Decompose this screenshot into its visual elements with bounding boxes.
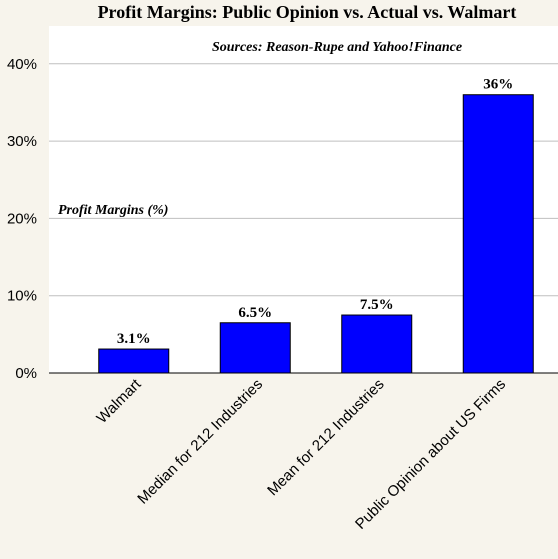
data-label: 6.5% bbox=[238, 305, 272, 321]
chart-subtitle: Sources: Reason-Rupe and Yahoo!Finance bbox=[212, 40, 462, 55]
bars bbox=[98, 94, 534, 374]
x-category-label: Median for 212 Industries bbox=[134, 376, 266, 508]
y-tick-label: 20% bbox=[7, 210, 37, 227]
y-tick-label: 30% bbox=[7, 133, 37, 150]
bar bbox=[98, 348, 170, 374]
chart-title: Profit Margins: Public Opinion vs. Actua… bbox=[98, 2, 517, 22]
x-category-label: Mean for 212 Industries bbox=[264, 376, 387, 499]
y-tick-label: 0% bbox=[15, 365, 37, 382]
bar bbox=[341, 314, 413, 374]
x-category-label: Walmart bbox=[93, 375, 145, 427]
y-tick-label: 40% bbox=[7, 56, 37, 73]
data-label: 36% bbox=[483, 77, 513, 93]
y-tick-label: 10% bbox=[7, 288, 37, 305]
data-label: 3.1% bbox=[117, 331, 151, 347]
y-axis-label: Profit Margins (%) bbox=[58, 203, 168, 218]
data-label: 7.5% bbox=[360, 297, 394, 313]
data-labels: 3.1% 6.5% 7.5% 36% bbox=[117, 77, 513, 347]
y-axis-ticks: 0% 10% 20% 30% 40% bbox=[7, 56, 37, 382]
bar bbox=[219, 322, 291, 374]
bar bbox=[462, 94, 534, 374]
